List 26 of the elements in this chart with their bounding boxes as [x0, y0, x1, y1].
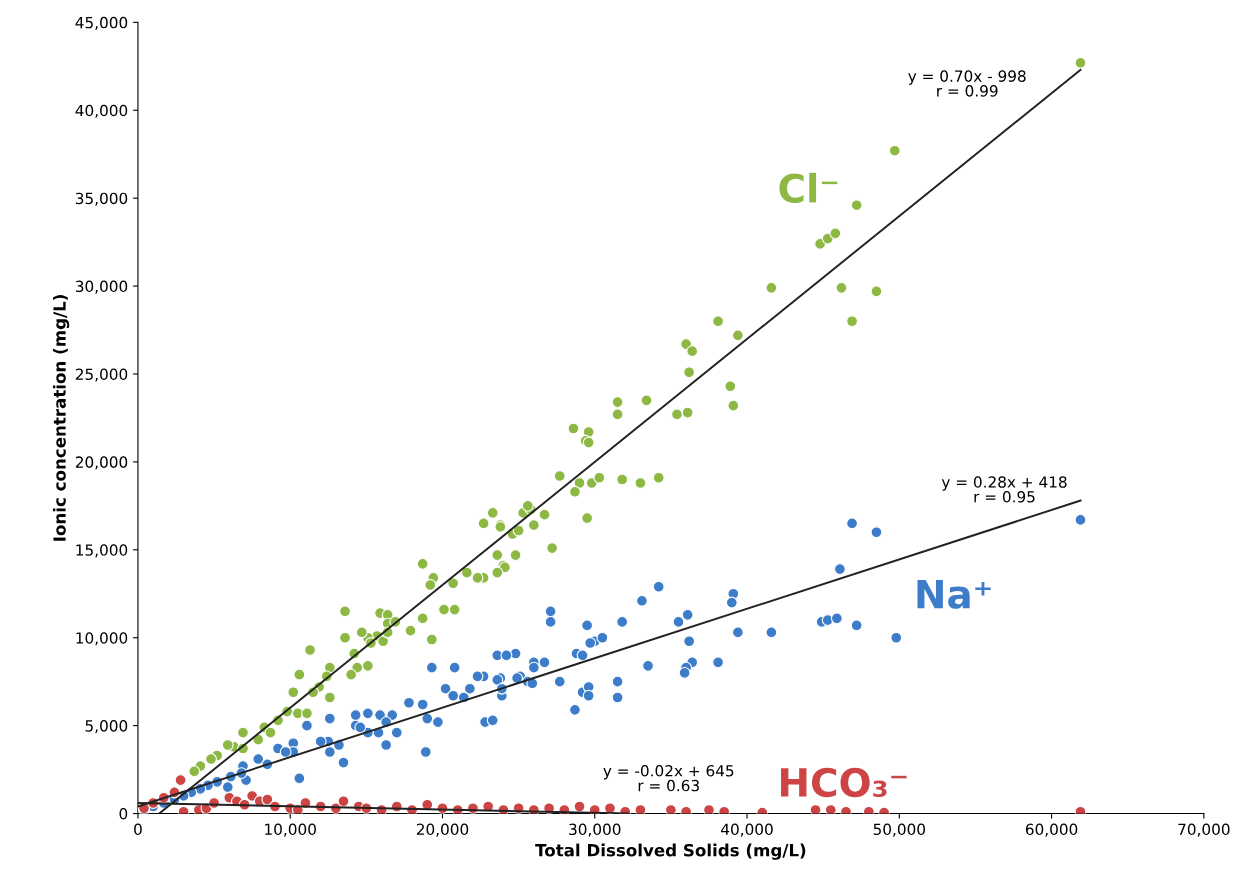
y-axis-title: Ionic concentration (mg/L) [52, 295, 70, 541]
y-tick-label: 25,000 [75, 368, 128, 382]
x-tick-label: 50,000 [873, 823, 926, 837]
y-tick-label: 40,000 [75, 104, 128, 118]
x-tick-label: 30,000 [569, 823, 621, 837]
series-label: HCO₃⁻ [781, 767, 907, 798]
annotation: y = 0.70x - 998 r = 0.99 [908, 70, 1026, 97]
y-tick-label: 30,000 [75, 280, 128, 294]
annotation: y = -0.02x + 645 r = 0.63 [603, 765, 734, 792]
y-tick-label: 45,000 [75, 16, 128, 30]
x-tick-label: 70,000 [1178, 823, 1230, 837]
y-tick-label: 0 [119, 808, 128, 820]
x-tick-label: 10,000 [265, 823, 316, 837]
x-axis-title: Total Dissolved Solids (mg/L) [535, 843, 806, 860]
series-label: Cl⁻ [779, 172, 838, 203]
y-tick-label: 20,000 [75, 456, 128, 470]
y-tick-label: 10,000 [76, 632, 128, 646]
x-tick-label: 60,000 [1025, 823, 1078, 837]
y-tick-label: 35,000 [75, 192, 128, 206]
series-label: Na⁺ [917, 579, 991, 609]
annotation: y = 0.28x + 418 r = 0.95 [941, 476, 1067, 503]
y-tick-label: 15,000 [76, 544, 128, 558]
x-tick-label: 40,000 [721, 823, 773, 837]
y-tick-label: 5,000 [85, 720, 128, 734]
x-tick-label: 20,000 [416, 823, 469, 837]
x-tick-label: 0 [134, 823, 142, 836]
